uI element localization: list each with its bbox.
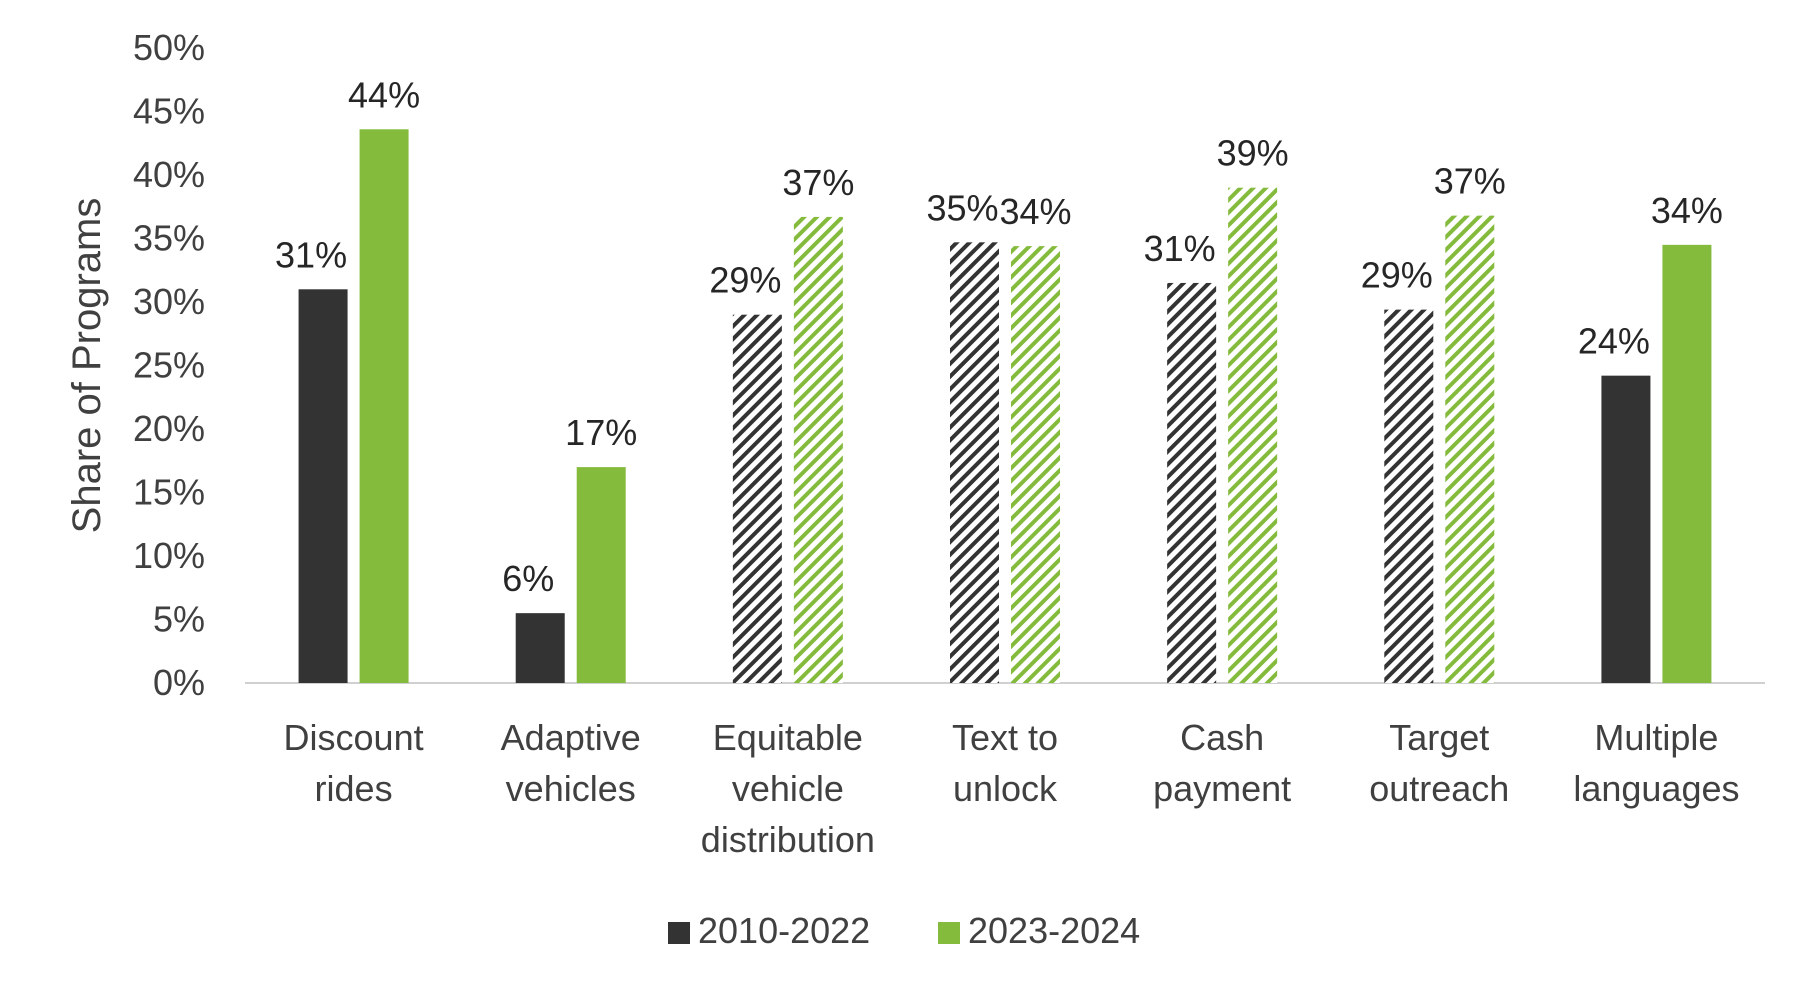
- data-label: 37%: [782, 162, 854, 203]
- y-tick-label: 0%: [153, 662, 205, 703]
- y-tick-label: 15%: [133, 472, 205, 513]
- bar-2023-2024-cat-6: [1662, 244, 1712, 683]
- y-tick-label: 25%: [133, 345, 205, 386]
- data-label: 31%: [1144, 228, 1216, 269]
- data-label: 31%: [275, 234, 347, 275]
- bar-2023-2024-cat-5: [1445, 215, 1495, 683]
- bar-2023-2024-cat-3: [1011, 246, 1060, 683]
- x-category-label: Adaptive vehicles: [501, 717, 641, 809]
- bar-2010-2022-cat-6: [1601, 375, 1651, 683]
- data-label: 44%: [348, 74, 420, 115]
- data-label: 39%: [1217, 133, 1289, 174]
- bar-2010-2022-cat-4: [1167, 282, 1217, 683]
- x-category-label: Target outreach: [1369, 717, 1509, 809]
- x-category-label: Cash payment: [1153, 717, 1291, 809]
- y-axis-title: Share of Programs: [65, 198, 109, 534]
- bar-2010-2022-cat-2: [732, 314, 782, 683]
- legend-label: 2010-2022: [698, 910, 870, 951]
- y-tick-label: 40%: [133, 154, 205, 195]
- data-label: 35%: [926, 187, 998, 228]
- bars-layer: [298, 129, 1712, 683]
- bar-2023-2024-cat-4: [1228, 187, 1278, 683]
- bar-2010-2022-cat-5: [1384, 309, 1434, 683]
- y-tick-label: 20%: [133, 408, 205, 449]
- bar-2010-2022-cat-3: [950, 242, 999, 683]
- legend: 2010-2022 2023-2024: [668, 910, 1140, 951]
- y-tick-label: 30%: [133, 281, 205, 322]
- bar-2010-2022-cat-1: [515, 613, 565, 683]
- data-label: 17%: [565, 412, 637, 453]
- bar-2010-2022-cat-0: [298, 289, 348, 683]
- y-tick-label: 5%: [153, 599, 205, 640]
- x-category-label: Text to unlock: [952, 717, 1058, 809]
- data-label: 24%: [1578, 321, 1650, 362]
- data-label: 34%: [1651, 190, 1723, 231]
- data-label: 29%: [709, 260, 781, 301]
- legend-swatch: [668, 922, 690, 944]
- bar-2023-2024-cat-0: [359, 129, 409, 683]
- legend-swatch: [938, 922, 960, 944]
- y-tick-label: 10%: [133, 535, 205, 576]
- bar-2023-2024-cat-1: [576, 467, 626, 683]
- data-labels-layer: 31%44%6%17%29%37%35% 34%31%39%29%37%24%34…: [275, 74, 1723, 599]
- axis-layer: 0% 5% 10% 15% 20% 25% 30% 35% 40% 45% 50% Share of …: [65, 27, 1765, 860]
- y-tick-label: 50%: [133, 27, 205, 68]
- data-label: 6%: [502, 558, 554, 599]
- data-label: 34%: [999, 191, 1071, 232]
- bar-2023-2024-cat-2: [793, 216, 843, 683]
- y-tick-label: 35%: [133, 218, 205, 259]
- x-category-label: Multiple languages: [1573, 717, 1739, 809]
- x-category-label: Discount rides: [284, 717, 424, 809]
- legend-label: 2023-2024: [968, 910, 1140, 951]
- data-label: 29%: [1361, 255, 1433, 296]
- x-category-label: Equitable vehicle distribution: [701, 717, 875, 860]
- y-tick-label: 45%: [133, 91, 205, 132]
- data-label: 37%: [1434, 161, 1506, 202]
